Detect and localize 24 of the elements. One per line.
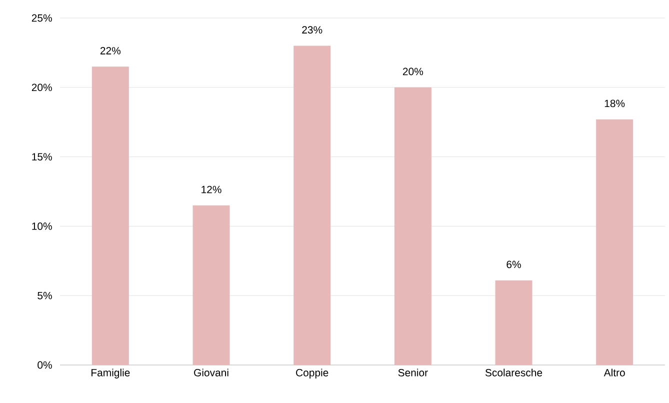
x-tick-label: Senior	[398, 368, 428, 376]
bar	[192, 205, 230, 365]
data-label: 6%	[506, 260, 521, 268]
data-label: 20%	[402, 68, 424, 76]
x-tick-label: Famiglie	[92, 368, 130, 378]
y-tick-label: 0%	[38, 361, 52, 369]
bar	[294, 46, 331, 365]
x-tick-label: Giovani	[194, 368, 228, 376]
y-tick-label: 10%	[32, 222, 52, 230]
x-tick-label: Altro	[604, 368, 625, 376]
y-tick-label: 20%	[32, 84, 52, 92]
x-tick-label: Scolaresche	[485, 368, 542, 376]
bar	[394, 87, 432, 365]
bar	[596, 119, 634, 365]
y-tick-label: 25%	[32, 14, 52, 22]
y-tick-label: 5%	[38, 292, 52, 300]
data-label: 23%	[302, 26, 322, 34]
bar	[92, 66, 129, 365]
data-label: 12%	[202, 186, 222, 194]
data-label: 22%	[100, 47, 121, 54]
bar	[495, 280, 532, 365]
data-label: 18%	[604, 100, 625, 108]
x-tick-label: Coppie	[296, 368, 328, 378]
y-tick-label: 15%	[32, 153, 52, 160]
